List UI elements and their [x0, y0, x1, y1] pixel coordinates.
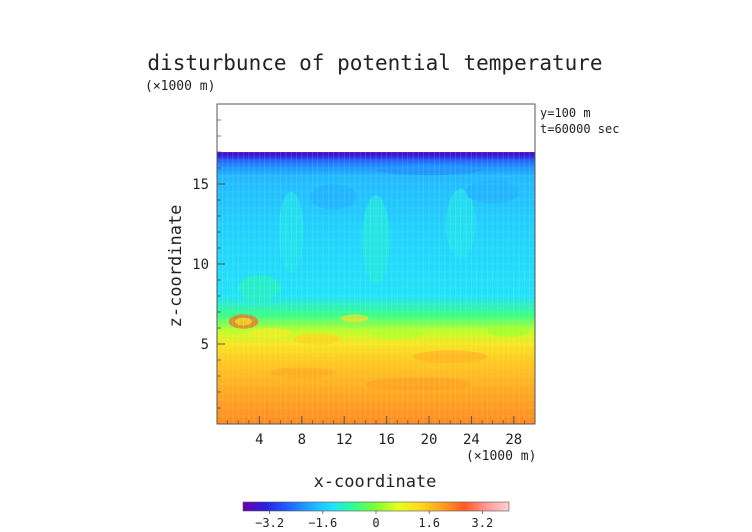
field-feature — [235, 317, 252, 326]
x-axis: 4 8 12 16 20 24 28 — [227, 416, 525, 448]
plot-area: 4 8 12 16 20 24 28 5 10 15 — [192, 103, 536, 448]
colorbar-tick-label: 3.2 — [472, 516, 494, 530]
colorbar-bar — [242, 501, 510, 512]
field-feature — [487, 325, 530, 337]
field-feature — [413, 350, 488, 364]
x-tick-label: 8 — [298, 432, 306, 448]
y-tick-label: 5 — [201, 337, 209, 353]
field-feature — [248, 328, 292, 338]
x-tick-label: 28 — [505, 432, 522, 448]
field-feature — [465, 180, 521, 204]
x-axis-label: x-coordinate — [314, 472, 437, 492]
field-feature — [294, 333, 342, 345]
colorbar-tick-label: 0 — [372, 516, 379, 530]
field-feature — [370, 329, 424, 340]
y-tick-label: 15 — [192, 177, 209, 193]
x-tick-label: 20 — [421, 432, 438, 448]
x-unit-label: (×1000 m) — [466, 449, 536, 464]
y-tick-label: 10 — [192, 257, 209, 273]
field-feature — [278, 192, 304, 272]
colorbar-tick-label: −1.6 — [308, 516, 337, 530]
colorbar: −3.2 −1.6 0 1.6 3.2 — [242, 501, 510, 530]
chart-title: disturbunce of potential temperature — [147, 51, 602, 75]
field-feature — [341, 314, 369, 323]
field-feature — [445, 188, 476, 260]
x-tick-label: 12 — [336, 432, 353, 448]
x-tick-label: 16 — [378, 432, 395, 448]
grid — [217, 151, 535, 424]
colorbar-tick-label: −3.2 — [255, 516, 284, 530]
field-feature — [376, 164, 482, 176]
field-feature — [362, 195, 390, 285]
colorbar-tick-label: 1.6 — [418, 516, 440, 530]
field-feature — [365, 377, 472, 391]
y-unit-label: (×1000 m) — [145, 79, 215, 94]
x-tick-label: 24 — [463, 432, 480, 448]
y-axis-label: z-coordinate — [166, 205, 186, 328]
field-features — [228, 164, 530, 391]
field-feature — [310, 184, 357, 210]
annotation-y: y=100 m — [540, 106, 591, 120]
field-feature — [238, 275, 281, 301]
colorbar-ticks: −3.2 −1.6 0 1.6 3.2 — [255, 511, 493, 530]
field-feature — [270, 367, 334, 379]
y-axis: 5 10 15 — [192, 119, 225, 409]
x-tick-label: 4 — [255, 432, 263, 448]
annotation-time: t=60000 sec — [540, 122, 619, 136]
